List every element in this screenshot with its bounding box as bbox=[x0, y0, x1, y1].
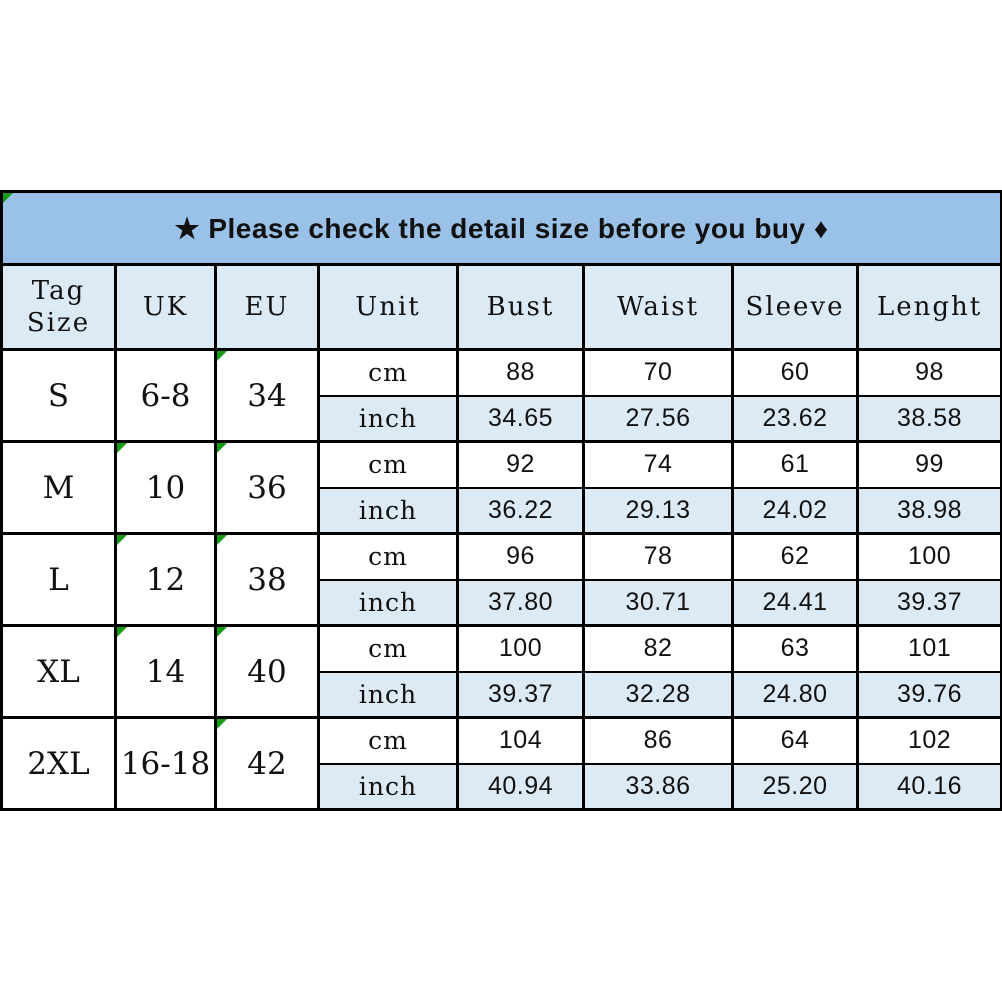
uk-cell: 12 bbox=[114, 532, 217, 627]
sleeve-inch: 24.41 bbox=[731, 578, 859, 627]
sleeve-cm: 60 bbox=[731, 348, 859, 397]
bust-inch: 39.37 bbox=[456, 670, 585, 719]
lenght-cm: 101 bbox=[855, 624, 1002, 673]
table-row-s-cm: S 6-8 34 cm 88 70 60 98 bbox=[0, 348, 1002, 443]
unit-cell-cm: cm bbox=[317, 532, 459, 581]
size-cell: XL bbox=[0, 624, 117, 719]
table-row-xl-cm: XL 14 40 cm 100 82 63 101 bbox=[0, 624, 1002, 719]
bust-cm: 104 bbox=[456, 716, 585, 765]
lenght-cm: 99 bbox=[855, 440, 1002, 489]
col-header-uk: UK bbox=[114, 263, 217, 351]
table-row-m-inch: inch 36.22 29.13 24.02 38.98 bbox=[2, 486, 1002, 535]
bust-cm: 96 bbox=[456, 532, 585, 581]
bust-cm: 92 bbox=[456, 440, 585, 489]
eu-cell: 40 bbox=[214, 624, 320, 719]
banner-notice: ★ Please check the detail size before yo… bbox=[0, 190, 1002, 266]
waist-cm: 74 bbox=[582, 440, 734, 489]
column-header-row: Tag Size UK EU Unit Bust Waist Sleeve Le… bbox=[0, 263, 1002, 351]
banner-text: ★ Please check the detail size before yo… bbox=[174, 212, 829, 244]
unit-cell-inch: inch bbox=[317, 578, 459, 627]
waist-cm: 82 bbox=[582, 624, 734, 673]
waist-inch: 33.86 bbox=[582, 762, 734, 811]
uk-cell: 6-8 bbox=[114, 348, 217, 443]
table-row-xl-inch: inch 39.37 32.28 24.80 39.76 bbox=[2, 670, 1002, 719]
eu-cell: 42 bbox=[214, 716, 320, 811]
unit-cell-inch: inch bbox=[317, 670, 459, 719]
col-header-lenght: Lenght bbox=[855, 263, 1002, 351]
col-header-unit: Unit bbox=[317, 263, 459, 351]
table-row-2xl-inch: inch 40.94 33.86 25.20 40.16 bbox=[2, 762, 1002, 811]
sleeve-inch: 23.62 bbox=[731, 394, 859, 443]
unit-cell-cm: cm bbox=[317, 624, 459, 673]
unit-cell-cm: cm bbox=[317, 716, 459, 765]
lenght-inch: 38.98 bbox=[855, 486, 1002, 535]
lenght-cm: 100 bbox=[855, 532, 1002, 581]
uk-cell: 14 bbox=[114, 624, 217, 719]
sleeve-inch: 24.80 bbox=[731, 670, 859, 719]
unit-cell-cm: cm bbox=[317, 440, 459, 489]
bust-inch: 34.65 bbox=[456, 394, 585, 443]
size-cell: L bbox=[0, 532, 117, 627]
size-chart-table: ★ Please check the detail size before yo… bbox=[0, 190, 1002, 811]
waist-cm: 86 bbox=[582, 716, 734, 765]
col-header-waist: Waist bbox=[582, 263, 734, 351]
bust-inch: 37.80 bbox=[456, 578, 585, 627]
sleeve-cm: 63 bbox=[731, 624, 859, 673]
lenght-cm: 98 bbox=[855, 348, 1002, 397]
lenght-inch: 39.76 bbox=[855, 670, 1002, 719]
waist-inch: 29.13 bbox=[582, 486, 734, 535]
eu-cell: 34 bbox=[214, 348, 320, 443]
unit-cell-inch: inch bbox=[317, 762, 459, 811]
col-header-tag-size: Tag Size bbox=[0, 263, 117, 351]
sleeve-cm: 64 bbox=[731, 716, 859, 765]
sleeve-cm: 61 bbox=[731, 440, 859, 489]
lenght-cm: 102 bbox=[855, 716, 1002, 765]
table-row-m-cm: M 10 36 cm 92 74 61 99 bbox=[0, 440, 1002, 535]
bust-inch: 40.94 bbox=[456, 762, 585, 811]
sleeve-cm: 62 bbox=[731, 532, 859, 581]
waist-cm: 78 bbox=[582, 532, 734, 581]
col-header-eu: EU bbox=[214, 263, 320, 351]
waist-cm: 70 bbox=[582, 348, 734, 397]
sleeve-inch: 24.02 bbox=[731, 486, 859, 535]
sleeve-inch: 25.20 bbox=[731, 762, 859, 811]
col-header-sleeve: Sleeve bbox=[731, 263, 859, 351]
table-row-l-inch: inch 37.80 30.71 24.41 39.37 bbox=[2, 578, 1002, 627]
lenght-inch: 40.16 bbox=[855, 762, 1002, 811]
bust-inch: 36.22 bbox=[456, 486, 585, 535]
bust-cm: 100 bbox=[456, 624, 585, 673]
size-cell: M bbox=[0, 440, 117, 535]
unit-cell-inch: inch bbox=[317, 486, 459, 535]
eu-cell: 36 bbox=[214, 440, 320, 535]
lenght-inch: 38.58 bbox=[855, 394, 1002, 443]
waist-inch: 27.56 bbox=[582, 394, 734, 443]
waist-inch: 30.71 bbox=[582, 578, 734, 627]
waist-inch: 32.28 bbox=[582, 670, 734, 719]
eu-cell: 38 bbox=[214, 532, 320, 627]
size-cell: S bbox=[0, 348, 117, 443]
table-row-2xl-cm: 2XL 16-18 42 cm 104 86 64 102 bbox=[0, 716, 1002, 811]
lenght-inch: 39.37 bbox=[855, 578, 1002, 627]
uk-cell: 16-18 bbox=[114, 716, 217, 811]
bust-cm: 88 bbox=[456, 348, 585, 397]
table-row-s-inch: inch 34.65 27.56 23.62 38.58 bbox=[2, 394, 1002, 443]
unit-cell-cm: cm bbox=[317, 348, 459, 397]
unit-cell-inch: inch bbox=[317, 394, 459, 443]
banner-row: ★ Please check the detail size before yo… bbox=[0, 190, 1002, 266]
col-header-bust: Bust bbox=[456, 263, 585, 351]
table-row-l-cm: L 12 38 cm 96 78 62 100 bbox=[0, 532, 1002, 627]
size-cell: 2XL bbox=[0, 716, 117, 811]
uk-cell: 10 bbox=[114, 440, 217, 535]
